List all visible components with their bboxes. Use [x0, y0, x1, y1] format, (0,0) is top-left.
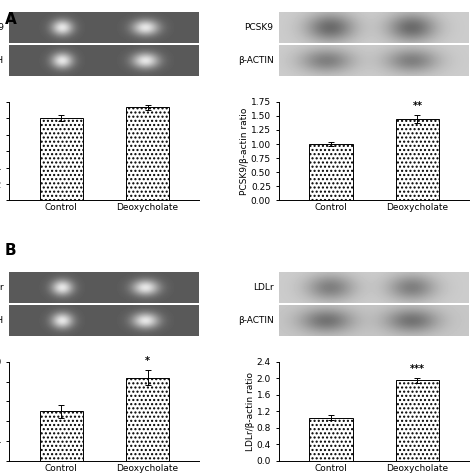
Text: GAPDH: GAPDH: [0, 56, 4, 65]
Text: LDLr: LDLr: [0, 283, 4, 292]
Text: ***: ***: [410, 364, 425, 374]
Bar: [126, 107, 169, 200]
Text: LDLr: LDLr: [253, 283, 273, 292]
Text: β-ACTIN: β-ACTIN: [238, 316, 273, 325]
Text: β-ACTIN: β-ACTIN: [238, 56, 273, 65]
Bar: [396, 119, 439, 200]
Bar: [396, 380, 439, 461]
Bar: [310, 144, 353, 200]
Y-axis label: PCSK9/β-actin ratio: PCSK9/β-actin ratio: [240, 107, 249, 195]
Text: **: **: [412, 101, 422, 111]
Text: *: *: [145, 356, 150, 366]
Bar: [40, 118, 83, 200]
Text: B: B: [5, 243, 17, 258]
Text: PCSK9: PCSK9: [0, 23, 4, 32]
Bar: [310, 418, 353, 461]
Bar: [40, 411, 83, 461]
Y-axis label: LDLr/β-actin ratio: LDLr/β-actin ratio: [246, 372, 255, 451]
Text: PCSK9: PCSK9: [245, 23, 273, 32]
Text: A: A: [5, 12, 17, 27]
Text: GAPDH: GAPDH: [0, 316, 4, 325]
Bar: [126, 378, 169, 461]
